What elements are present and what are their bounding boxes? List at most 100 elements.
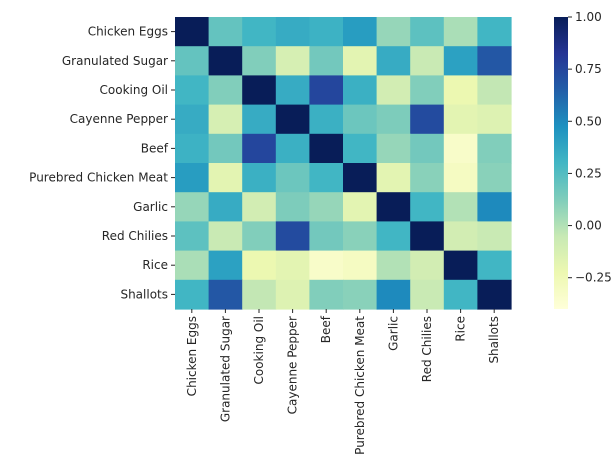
heatmap-cell bbox=[477, 104, 512, 135]
heatmap-cell bbox=[242, 163, 277, 193]
heatmap-cell bbox=[208, 192, 243, 222]
heatmap-cell bbox=[175, 163, 210, 193]
heatmap-cell bbox=[477, 17, 512, 47]
heatmap-cell bbox=[309, 133, 344, 164]
row-label: Shallots bbox=[120, 287, 168, 301]
heatmap-cell bbox=[443, 133, 478, 164]
heatmap-cell bbox=[208, 279, 243, 310]
colorbar-tick-label: 0.75 bbox=[575, 62, 602, 76]
heatmap-cell bbox=[410, 104, 445, 135]
heatmap-cell bbox=[410, 17, 445, 47]
heatmap-cell bbox=[443, 104, 478, 135]
heatmap-cell bbox=[343, 192, 378, 222]
heatmap-cell bbox=[175, 104, 210, 135]
heatmap-cell bbox=[242, 192, 277, 222]
heatmap-cell bbox=[343, 279, 378, 310]
heatmap-cell bbox=[208, 221, 243, 252]
heatmap-cell bbox=[208, 75, 243, 106]
column-label: Purebred Chicken Meat bbox=[353, 316, 367, 455]
heatmap-cell bbox=[343, 250, 378, 281]
heatmap-cell bbox=[309, 250, 344, 281]
heatmap-cell bbox=[410, 133, 445, 164]
heatmap-cell bbox=[242, 46, 277, 76]
column-label: Beef bbox=[319, 315, 333, 343]
colorbar-tick-label: 0.00 bbox=[575, 219, 602, 233]
heatmap-cell bbox=[242, 133, 277, 164]
column-labels: Chicken Eggs Granulated Sugar Cooking Oil C… bbox=[185, 309, 501, 455]
colorbar-tick-label: −0.25 bbox=[575, 271, 612, 285]
heatmap-cell bbox=[410, 75, 445, 106]
heatmap-cell bbox=[443, 221, 478, 252]
column-label: Red Chilies bbox=[420, 316, 434, 382]
heatmap-cell bbox=[309, 279, 344, 310]
heatmap-cell bbox=[376, 279, 411, 310]
heatmap-cell bbox=[477, 163, 512, 193]
heatmap-cell bbox=[175, 17, 210, 47]
heatmap-cell bbox=[275, 46, 310, 76]
row-label: Garlic bbox=[133, 200, 168, 214]
heatmap-cell bbox=[309, 17, 344, 47]
row-labels: Chicken Eggs Granulated Sugar Cooking Oil C… bbox=[29, 25, 175, 301]
heatmap-cell bbox=[343, 17, 378, 47]
heatmap-cell bbox=[410, 221, 445, 252]
heatmap-cell bbox=[208, 133, 243, 164]
heatmap-cell bbox=[343, 75, 378, 106]
heatmap-cell bbox=[309, 46, 344, 76]
heatmap-cell bbox=[443, 192, 478, 222]
heatmap-cell bbox=[208, 46, 243, 76]
heatmap-cell bbox=[242, 221, 277, 252]
heatmap-cell bbox=[376, 46, 411, 76]
heatmap-cell bbox=[208, 163, 243, 193]
heatmap-cell bbox=[410, 163, 445, 193]
heatmap-cell bbox=[376, 221, 411, 252]
heatmap-cell bbox=[309, 163, 344, 193]
heatmap-cell bbox=[208, 104, 243, 135]
colorbar-gradient bbox=[554, 17, 568, 309]
heatmap-cell bbox=[275, 75, 310, 106]
heatmap-cell bbox=[410, 250, 445, 281]
heatmap-cell bbox=[477, 279, 512, 310]
heatmap-cell bbox=[477, 75, 512, 106]
heatmap-cell bbox=[208, 250, 243, 281]
row-label: Cooking Oil bbox=[100, 83, 169, 97]
heatmap-cell bbox=[275, 163, 310, 193]
heatmap-cell bbox=[242, 104, 277, 135]
column-label: Chicken Eggs bbox=[185, 316, 199, 396]
heatmap-cell bbox=[343, 46, 378, 76]
heatmap-cell bbox=[275, 250, 310, 281]
heatmap-cell bbox=[242, 279, 277, 310]
heatmap-cell bbox=[242, 75, 277, 106]
heatmap-cell bbox=[275, 221, 310, 252]
heatmap-cell bbox=[175, 221, 210, 252]
heatmap-cell bbox=[443, 75, 478, 106]
heatmap-cell bbox=[343, 104, 378, 135]
heatmap-cell bbox=[175, 192, 210, 222]
colorbar: 1.00 0.75 0.50 0.25 0.00 −0.25 bbox=[554, 10, 612, 309]
heatmap-cells bbox=[175, 17, 512, 310]
row-label: Granulated Sugar bbox=[62, 54, 168, 68]
heatmap-cell bbox=[477, 250, 512, 281]
row-label: Rice bbox=[142, 258, 168, 272]
heatmap-cell bbox=[175, 279, 210, 310]
heatmap-cell bbox=[376, 163, 411, 193]
heatmap-cell bbox=[443, 163, 478, 193]
heatmap-cell bbox=[242, 250, 277, 281]
heatmap-cell bbox=[275, 104, 310, 135]
column-label: Cooking Oil bbox=[252, 316, 266, 385]
heatmap-cell bbox=[443, 279, 478, 310]
heatmap-cell bbox=[343, 133, 378, 164]
heatmap-cell bbox=[175, 46, 210, 76]
heatmap-cell bbox=[443, 250, 478, 281]
heatmap-cell bbox=[443, 17, 478, 47]
heatmap-cell bbox=[175, 75, 210, 106]
heatmap-cell bbox=[343, 163, 378, 193]
heatmap-cell bbox=[208, 17, 243, 47]
column-label: Rice bbox=[454, 316, 468, 342]
row-label: Beef bbox=[141, 141, 169, 155]
heatmap-cell bbox=[242, 17, 277, 47]
heatmap-cell bbox=[376, 133, 411, 164]
heatmap-cell bbox=[275, 17, 310, 47]
heatmap-cell bbox=[309, 192, 344, 222]
heatmap-cell bbox=[443, 46, 478, 76]
